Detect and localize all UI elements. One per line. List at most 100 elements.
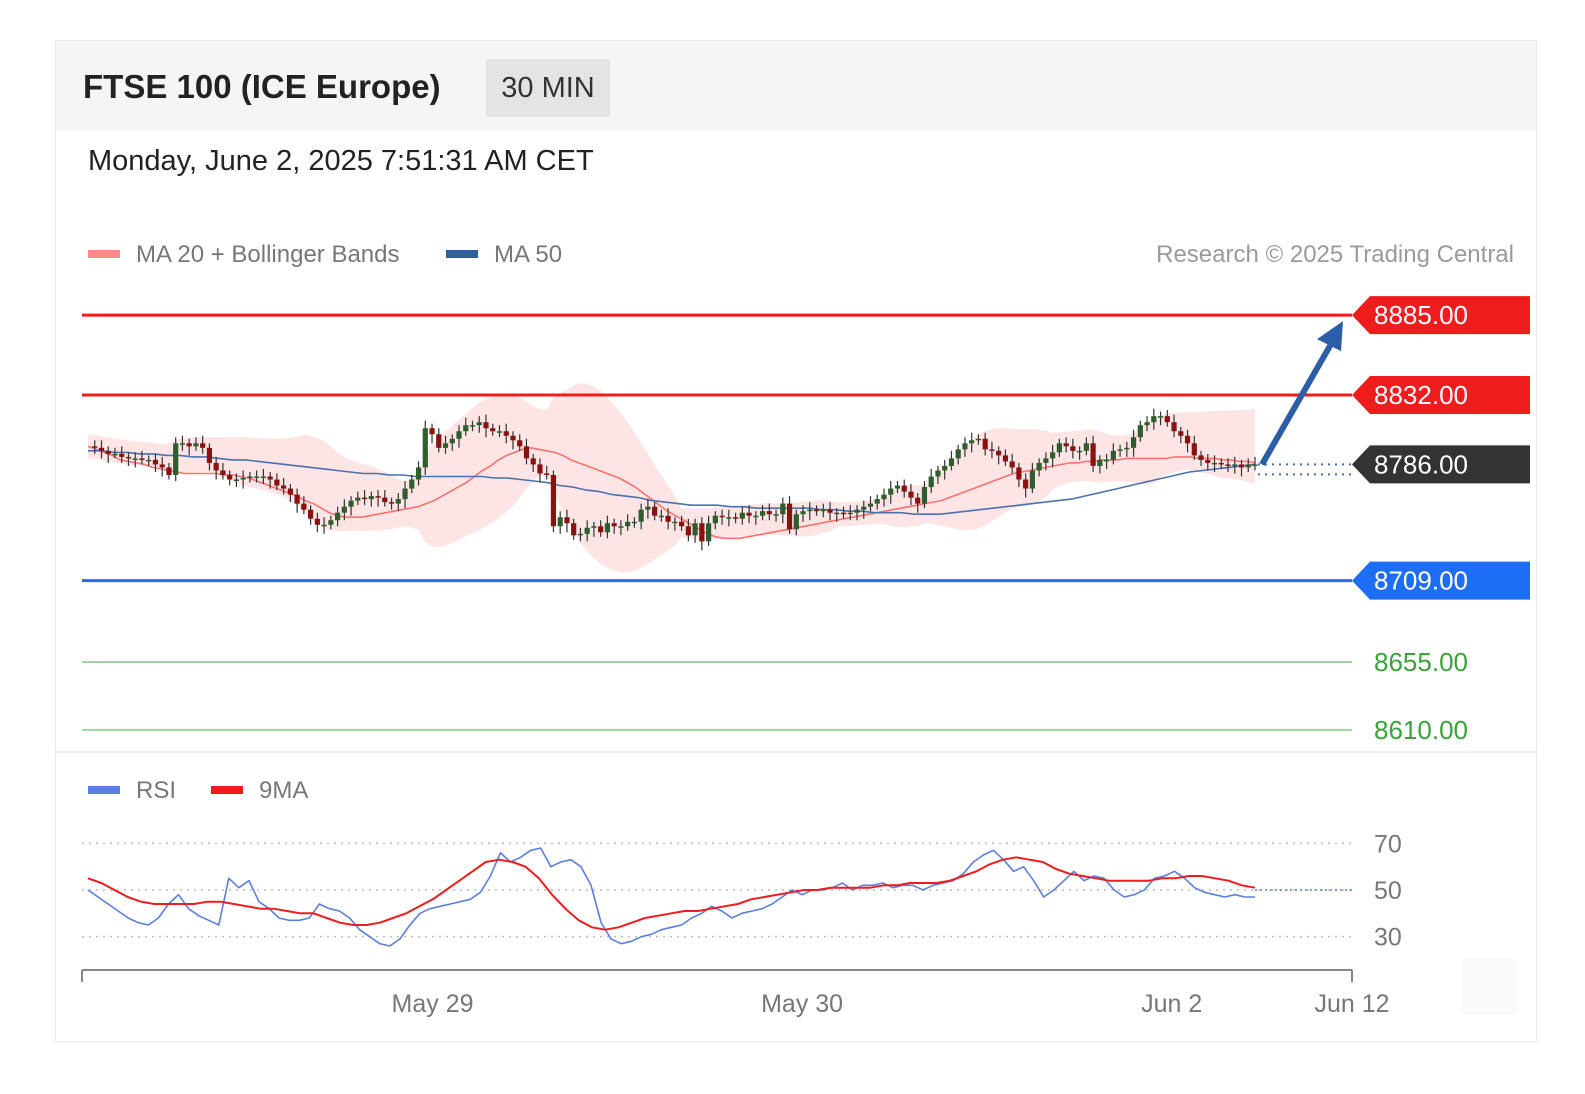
chart-card: FTSE 100 (ICE Europe) 30 MIN Monday, Jun…	[55, 40, 1537, 1042]
candle-body	[692, 523, 698, 536]
candle-body	[1252, 464, 1258, 466]
candle-body	[375, 496, 381, 498]
candle-body	[1036, 462, 1042, 471]
candle-body	[1009, 461, 1015, 468]
candle-body	[159, 464, 165, 468]
candle-body	[1171, 422, 1177, 432]
candle-body	[1178, 431, 1184, 436]
ma20-line	[87, 445, 1256, 540]
candle-body	[281, 485, 287, 489]
candle-body	[598, 526, 604, 533]
candle-body	[638, 509, 644, 522]
candle-body	[483, 422, 489, 429]
candle-body	[1245, 464, 1251, 468]
candle-body	[948, 458, 955, 466]
target-arrow-shaft	[1259, 335, 1338, 466]
level-label: 8709.00	[1374, 566, 1468, 596]
candle-body	[611, 523, 617, 527]
candle-body	[820, 509, 826, 512]
scroll-top-button[interactable]	[1461, 959, 1517, 1015]
candle-body	[328, 520, 334, 525]
candle-body	[105, 450, 111, 454]
legend-9ma-label: 9MA	[259, 777, 309, 804]
candle-body	[1184, 435, 1191, 444]
rsi-tick-label: 50	[1374, 877, 1402, 905]
candle-body	[1090, 443, 1096, 466]
candle-body	[793, 514, 799, 530]
candle-body	[1205, 459, 1211, 463]
candle-body	[901, 485, 907, 492]
candle-body	[1225, 464, 1231, 466]
candle-body	[645, 506, 651, 510]
candle-body	[139, 458, 145, 460]
candle-body	[436, 434, 442, 448]
candle-body	[1218, 462, 1224, 465]
candle-body	[321, 524, 327, 527]
candle-body	[665, 515, 671, 522]
candle-body	[537, 464, 543, 474]
candle-body	[206, 447, 213, 463]
candle-body	[530, 458, 536, 465]
card-header: FTSE 100 (ICE Europe) 30 MIN	[56, 41, 1536, 131]
candle-body	[523, 446, 530, 459]
candle-body	[1097, 459, 1103, 466]
candle-body	[942, 465, 948, 471]
candle-body	[1083, 443, 1089, 451]
candle-body	[1211, 462, 1218, 465]
candle-body	[894, 485, 901, 489]
legend-rsi: RSI	[88, 777, 176, 805]
candle-body	[746, 512, 752, 516]
instrument-title: FTSE 100 (ICE Europe)	[83, 68, 441, 105]
candle-body	[125, 456, 132, 459]
legend-9ma: 9MA	[211, 777, 308, 805]
candle-body	[132, 458, 138, 460]
candle-body	[807, 509, 813, 512]
timeframe-badge[interactable]: 30 MIN	[486, 59, 610, 117]
candle-body	[294, 494, 300, 504]
target-arrow-head	[1317, 321, 1343, 352]
candle-body	[429, 428, 435, 435]
candle-body	[625, 521, 631, 527]
candle-body	[921, 487, 928, 504]
candle-body	[935, 470, 941, 477]
candle-body	[766, 511, 772, 515]
legend-ma20-label: MA 20 + Bollinger Bands	[136, 241, 400, 268]
candle-body	[672, 521, 678, 524]
candle-body	[685, 526, 691, 536]
candle-body	[854, 509, 860, 513]
candle-body	[274, 479, 280, 486]
level-tag	[1352, 561, 1530, 600]
x-tick-label: Jun 12	[1314, 990, 1389, 1018]
candle-body	[719, 515, 725, 518]
candle-body	[449, 438, 455, 444]
candle-body	[975, 438, 982, 441]
candle-body	[227, 474, 233, 480]
candle-body	[834, 512, 840, 515]
candle-body	[874, 499, 880, 504]
candle-body	[732, 517, 739, 519]
candle-body	[1130, 437, 1137, 448]
candle-body	[1070, 446, 1076, 451]
candle-body	[571, 523, 577, 536]
candle-body	[881, 494, 887, 500]
candle-body	[314, 518, 320, 525]
candle-body	[867, 503, 874, 507]
rsi-line	[87, 847, 1255, 947]
candle-body	[780, 503, 786, 515]
candle-body	[267, 476, 273, 480]
candle-body	[1029, 470, 1035, 489]
candle-body	[98, 447, 105, 451]
candle-body	[1077, 450, 1083, 453]
candle-body	[550, 474, 557, 527]
candle-body	[1056, 443, 1062, 453]
candle-body	[1043, 458, 1049, 463]
candle-body	[962, 443, 968, 450]
candle-body	[1002, 455, 1009, 462]
x-tick-label: May 30	[761, 990, 843, 1018]
candle-body	[119, 453, 125, 457]
candle-body	[442, 443, 449, 448]
candle-body	[334, 512, 341, 521]
legend-rsi-label: RSI	[136, 777, 177, 804]
level-tag	[1352, 376, 1530, 415]
